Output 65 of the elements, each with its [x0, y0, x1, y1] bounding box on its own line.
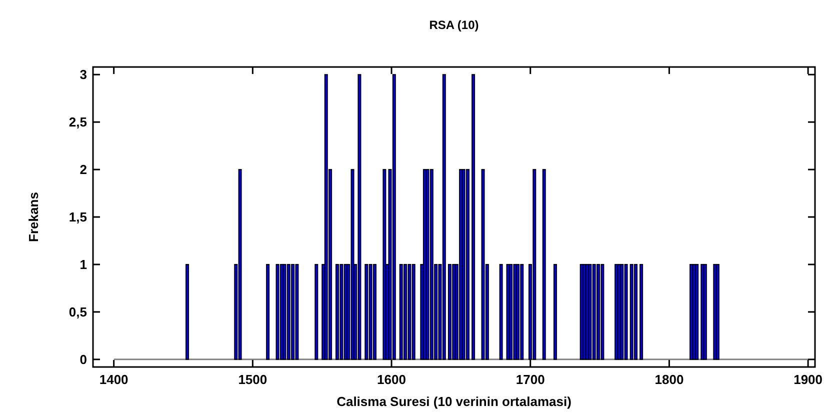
bar — [630, 264, 634, 360]
bar — [588, 264, 592, 360]
bar — [399, 264, 403, 360]
bar — [695, 264, 699, 360]
x-tick-label: 1700 — [516, 372, 545, 387]
bar — [358, 74, 362, 360]
bar — [472, 74, 476, 360]
bar — [703, 264, 707, 360]
bar — [462, 169, 466, 360]
bar — [266, 264, 270, 360]
bar — [392, 74, 396, 360]
x-tick-label: 1900 — [794, 372, 823, 387]
bar — [295, 264, 299, 360]
x-tick-label: 1800 — [654, 372, 684, 387]
bar — [499, 264, 503, 360]
bar — [516, 264, 520, 360]
y-tick-label: 1,5 — [68, 210, 87, 225]
bar — [408, 264, 412, 360]
bar — [466, 169, 470, 360]
bar — [291, 264, 295, 360]
bar — [412, 264, 416, 360]
bar — [640, 264, 644, 360]
bar — [426, 169, 430, 360]
y-tick-label: 0,5 — [68, 304, 87, 320]
y-tick-label: 2 — [80, 162, 87, 178]
x-tick-label: 1500 — [238, 372, 268, 387]
bar — [340, 264, 344, 360]
bar — [368, 264, 372, 360]
chart-title: RSA (10) — [429, 18, 479, 32]
bar — [542, 169, 546, 360]
bar — [620, 264, 624, 360]
bar — [481, 169, 485, 360]
bar — [442, 74, 446, 360]
bar — [286, 264, 290, 360]
bar — [382, 169, 386, 360]
x-tick-label: 1600 — [377, 372, 406, 387]
bar — [238, 169, 242, 360]
bar — [186, 264, 190, 360]
bar — [634, 264, 638, 360]
bar — [600, 264, 604, 360]
bar — [335, 264, 339, 360]
bar — [592, 264, 596, 360]
bar — [448, 264, 452, 360]
bar — [532, 169, 536, 360]
bar — [596, 264, 600, 360]
bar — [716, 264, 720, 360]
y-tick-label: 0 — [80, 352, 87, 367]
bar — [282, 264, 286, 360]
y-tick-label: 3 — [80, 67, 87, 82]
bar — [314, 264, 318, 360]
bar — [624, 264, 628, 360]
bar — [520, 264, 524, 360]
x-tick-label: 1400 — [99, 372, 128, 387]
bar — [372, 264, 376, 360]
bar — [553, 264, 557, 360]
bar — [404, 264, 408, 360]
y-axis-title: Frekans — [26, 192, 41, 242]
y-tick-label: 1 — [80, 257, 87, 272]
x-axis-title: Calisma Suresi (10 verinin ortalamasi) — [336, 394, 572, 409]
bar — [430, 169, 434, 360]
y-tick-label: 2,5 — [68, 114, 87, 130]
bar — [364, 264, 368, 360]
bar — [324, 74, 328, 360]
bar — [509, 264, 513, 360]
bar — [276, 264, 280, 360]
